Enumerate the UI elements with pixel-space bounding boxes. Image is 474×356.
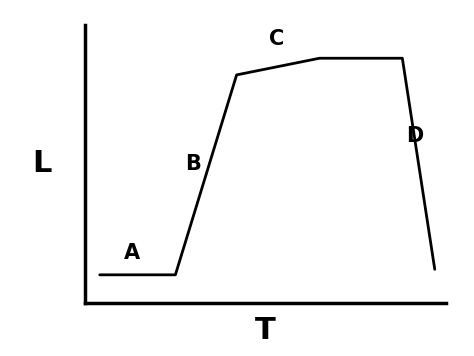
- Text: B: B: [185, 154, 201, 174]
- Text: L: L: [32, 149, 52, 178]
- Text: D: D: [406, 126, 424, 146]
- Text: T: T: [255, 316, 276, 345]
- Text: A: A: [124, 243, 140, 263]
- Text: C: C: [269, 29, 284, 49]
